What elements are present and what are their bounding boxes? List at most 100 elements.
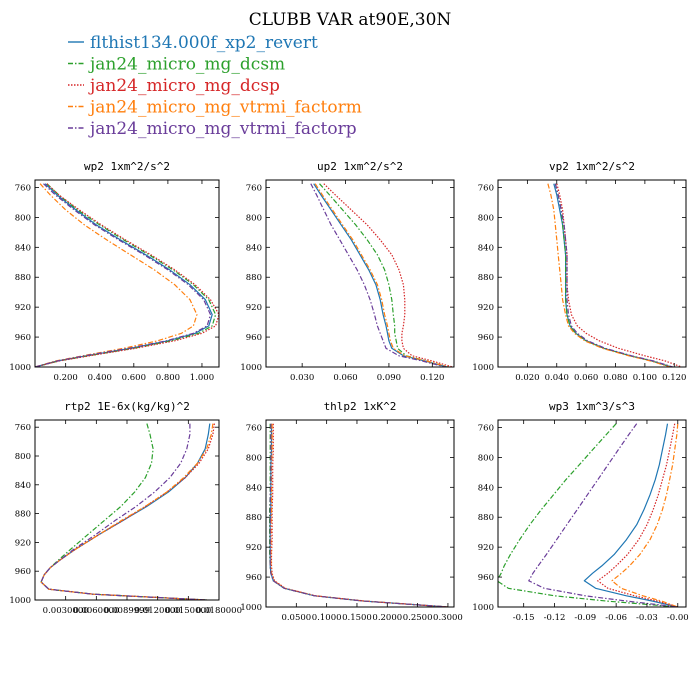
series-line-0 xyxy=(35,183,213,367)
x-tick-label: 0.100 xyxy=(633,373,657,383)
series-line-3 xyxy=(547,183,670,367)
x-tick-label: 0.0180000 xyxy=(196,606,242,616)
panel-title: vp2 1xm^2/s^2 xyxy=(549,160,635,173)
x-tick-label: 0.020 xyxy=(515,373,539,383)
x-tick-label: 0.600 xyxy=(122,373,146,383)
x-tick-label: -0.03 xyxy=(636,613,658,623)
plot-frame xyxy=(265,179,455,368)
series-line-3 xyxy=(270,423,448,607)
series-line-1 xyxy=(40,423,207,600)
x-tick-label: 0.120 xyxy=(420,373,444,383)
x-tick-label: -0.00 xyxy=(667,613,689,623)
panels-grid: wp2 1xm^2/s^2 760 800 840 880 920 960 1000 0.200… xyxy=(9,160,688,623)
y-tick-label: 760 xyxy=(478,183,494,193)
x-tick-label: 0.030 xyxy=(290,373,314,383)
series-line-0 xyxy=(313,183,447,367)
y-tick-label: 840 xyxy=(246,483,262,493)
panel-title: wp3 1xm^3/s^3 xyxy=(549,400,635,413)
x-tick-label: 0.200 xyxy=(53,373,77,383)
y-tick-label: 920 xyxy=(246,543,262,553)
x-tick-label: -0.12 xyxy=(544,613,566,623)
x-tick-label: 0.800 xyxy=(156,373,180,383)
y-tick-label: 880 xyxy=(15,273,31,283)
legend-label-0: flthist134.000f_xp2_revert xyxy=(90,33,318,53)
series-line-2 xyxy=(40,423,215,600)
y-tick-label: 960 xyxy=(246,573,262,583)
y-tick-label: 920 xyxy=(478,543,494,553)
x-tick-label: 0.2000 xyxy=(372,613,402,623)
plot-frame xyxy=(497,419,687,608)
y-tick-label: 880 xyxy=(246,513,262,523)
y-tick-label: 760 xyxy=(478,423,494,433)
panel-2: vp2 1xm^2/s^2 760 800 840 880 920 960 1000 0.020… xyxy=(472,160,687,383)
x-tick-label: 1.000 xyxy=(190,373,214,383)
y-tick-label: 1000 xyxy=(240,603,262,613)
series-line-4 xyxy=(35,183,212,367)
series-line-2 xyxy=(556,183,682,367)
y-tick-label: 960 xyxy=(15,333,31,343)
x-tick-label: 0.1000 xyxy=(312,613,342,623)
series-line-1 xyxy=(554,183,672,367)
legend-label-4: jan24_micro_mg_vtrmi_factorp xyxy=(88,119,357,139)
x-tick-label: 0.1500 xyxy=(342,613,372,623)
series-line-3 xyxy=(314,183,449,367)
y-tick-label: 960 xyxy=(478,333,494,343)
panel-title: wp2 1xm^2/s^2 xyxy=(84,160,170,173)
y-tick-label: 960 xyxy=(478,573,494,583)
y-tick-label: 920 xyxy=(15,538,31,548)
y-tick-label: 960 xyxy=(15,567,31,577)
plot-frame xyxy=(497,179,687,368)
y-tick-label: 800 xyxy=(478,453,494,463)
y-tick-label: 760 xyxy=(15,183,31,193)
legend-label-1: jan24_micro_mg_dcsm xyxy=(88,55,285,75)
legend-label-3: jan24_micro_mg_vtrmi_factorm xyxy=(88,98,362,118)
y-tick-label: 1000 xyxy=(9,596,31,606)
y-tick-label: 800 xyxy=(478,213,494,223)
legend-label-2: jan24_micro_mg_dcsp xyxy=(88,76,280,96)
x-tick-label: 0.0150000 xyxy=(165,606,211,616)
series-line-0 xyxy=(583,423,678,607)
series-line-0 xyxy=(40,423,211,600)
series-line-2 xyxy=(323,183,453,367)
panel-5: wp3 1xm^3/s^3 760 800 840 880 920 960 1000 -0.15… xyxy=(472,400,688,623)
series-line-1 xyxy=(269,423,448,607)
series-line-2 xyxy=(270,423,448,607)
y-tick-label: 800 xyxy=(246,213,262,223)
y-tick-label: 1000 xyxy=(9,363,31,373)
x-tick-label: -0.06 xyxy=(605,613,627,623)
panel-title: thlp2 1xK^2 xyxy=(324,400,397,413)
y-tick-label: 960 xyxy=(246,333,262,343)
y-tick-label: 1000 xyxy=(472,603,494,613)
series-line-2 xyxy=(35,183,219,367)
x-tick-label: 0.090 xyxy=(377,373,401,383)
plot-frame xyxy=(265,419,455,608)
series-line-1 xyxy=(319,183,449,367)
series-line-3 xyxy=(40,423,214,600)
panel-title: rtp2 1E-6x(kg/kg)^2 xyxy=(64,400,190,413)
y-tick-label: 880 xyxy=(246,273,262,283)
y-tick-label: 920 xyxy=(15,303,31,313)
chart-title: CLUBB VAR at90E,30N xyxy=(249,10,452,30)
x-tick-label: 0.2500 xyxy=(403,613,433,623)
x-tick-label: 0.080 xyxy=(603,373,627,383)
x-tick-label: -0.15 xyxy=(513,613,535,623)
y-tick-label: 760 xyxy=(246,423,262,433)
series-line-0 xyxy=(553,183,672,367)
y-tick-label: 840 xyxy=(15,481,31,491)
y-tick-label: 880 xyxy=(478,513,494,523)
series-line-4 xyxy=(554,183,673,367)
y-tick-label: 840 xyxy=(478,243,494,253)
series-line-3 xyxy=(611,423,679,607)
y-tick-label: 840 xyxy=(478,483,494,493)
series-line-3 xyxy=(35,183,198,367)
series-line-4 xyxy=(528,423,678,607)
x-tick-label: 0.3000 xyxy=(433,613,463,623)
plot-frame xyxy=(34,419,220,601)
y-tick-label: 1000 xyxy=(472,363,494,373)
series-line-0 xyxy=(269,423,448,607)
x-tick-label: 0.120 xyxy=(662,373,686,383)
series-line-1 xyxy=(35,183,217,367)
x-tick-label: 0.060 xyxy=(333,373,357,383)
